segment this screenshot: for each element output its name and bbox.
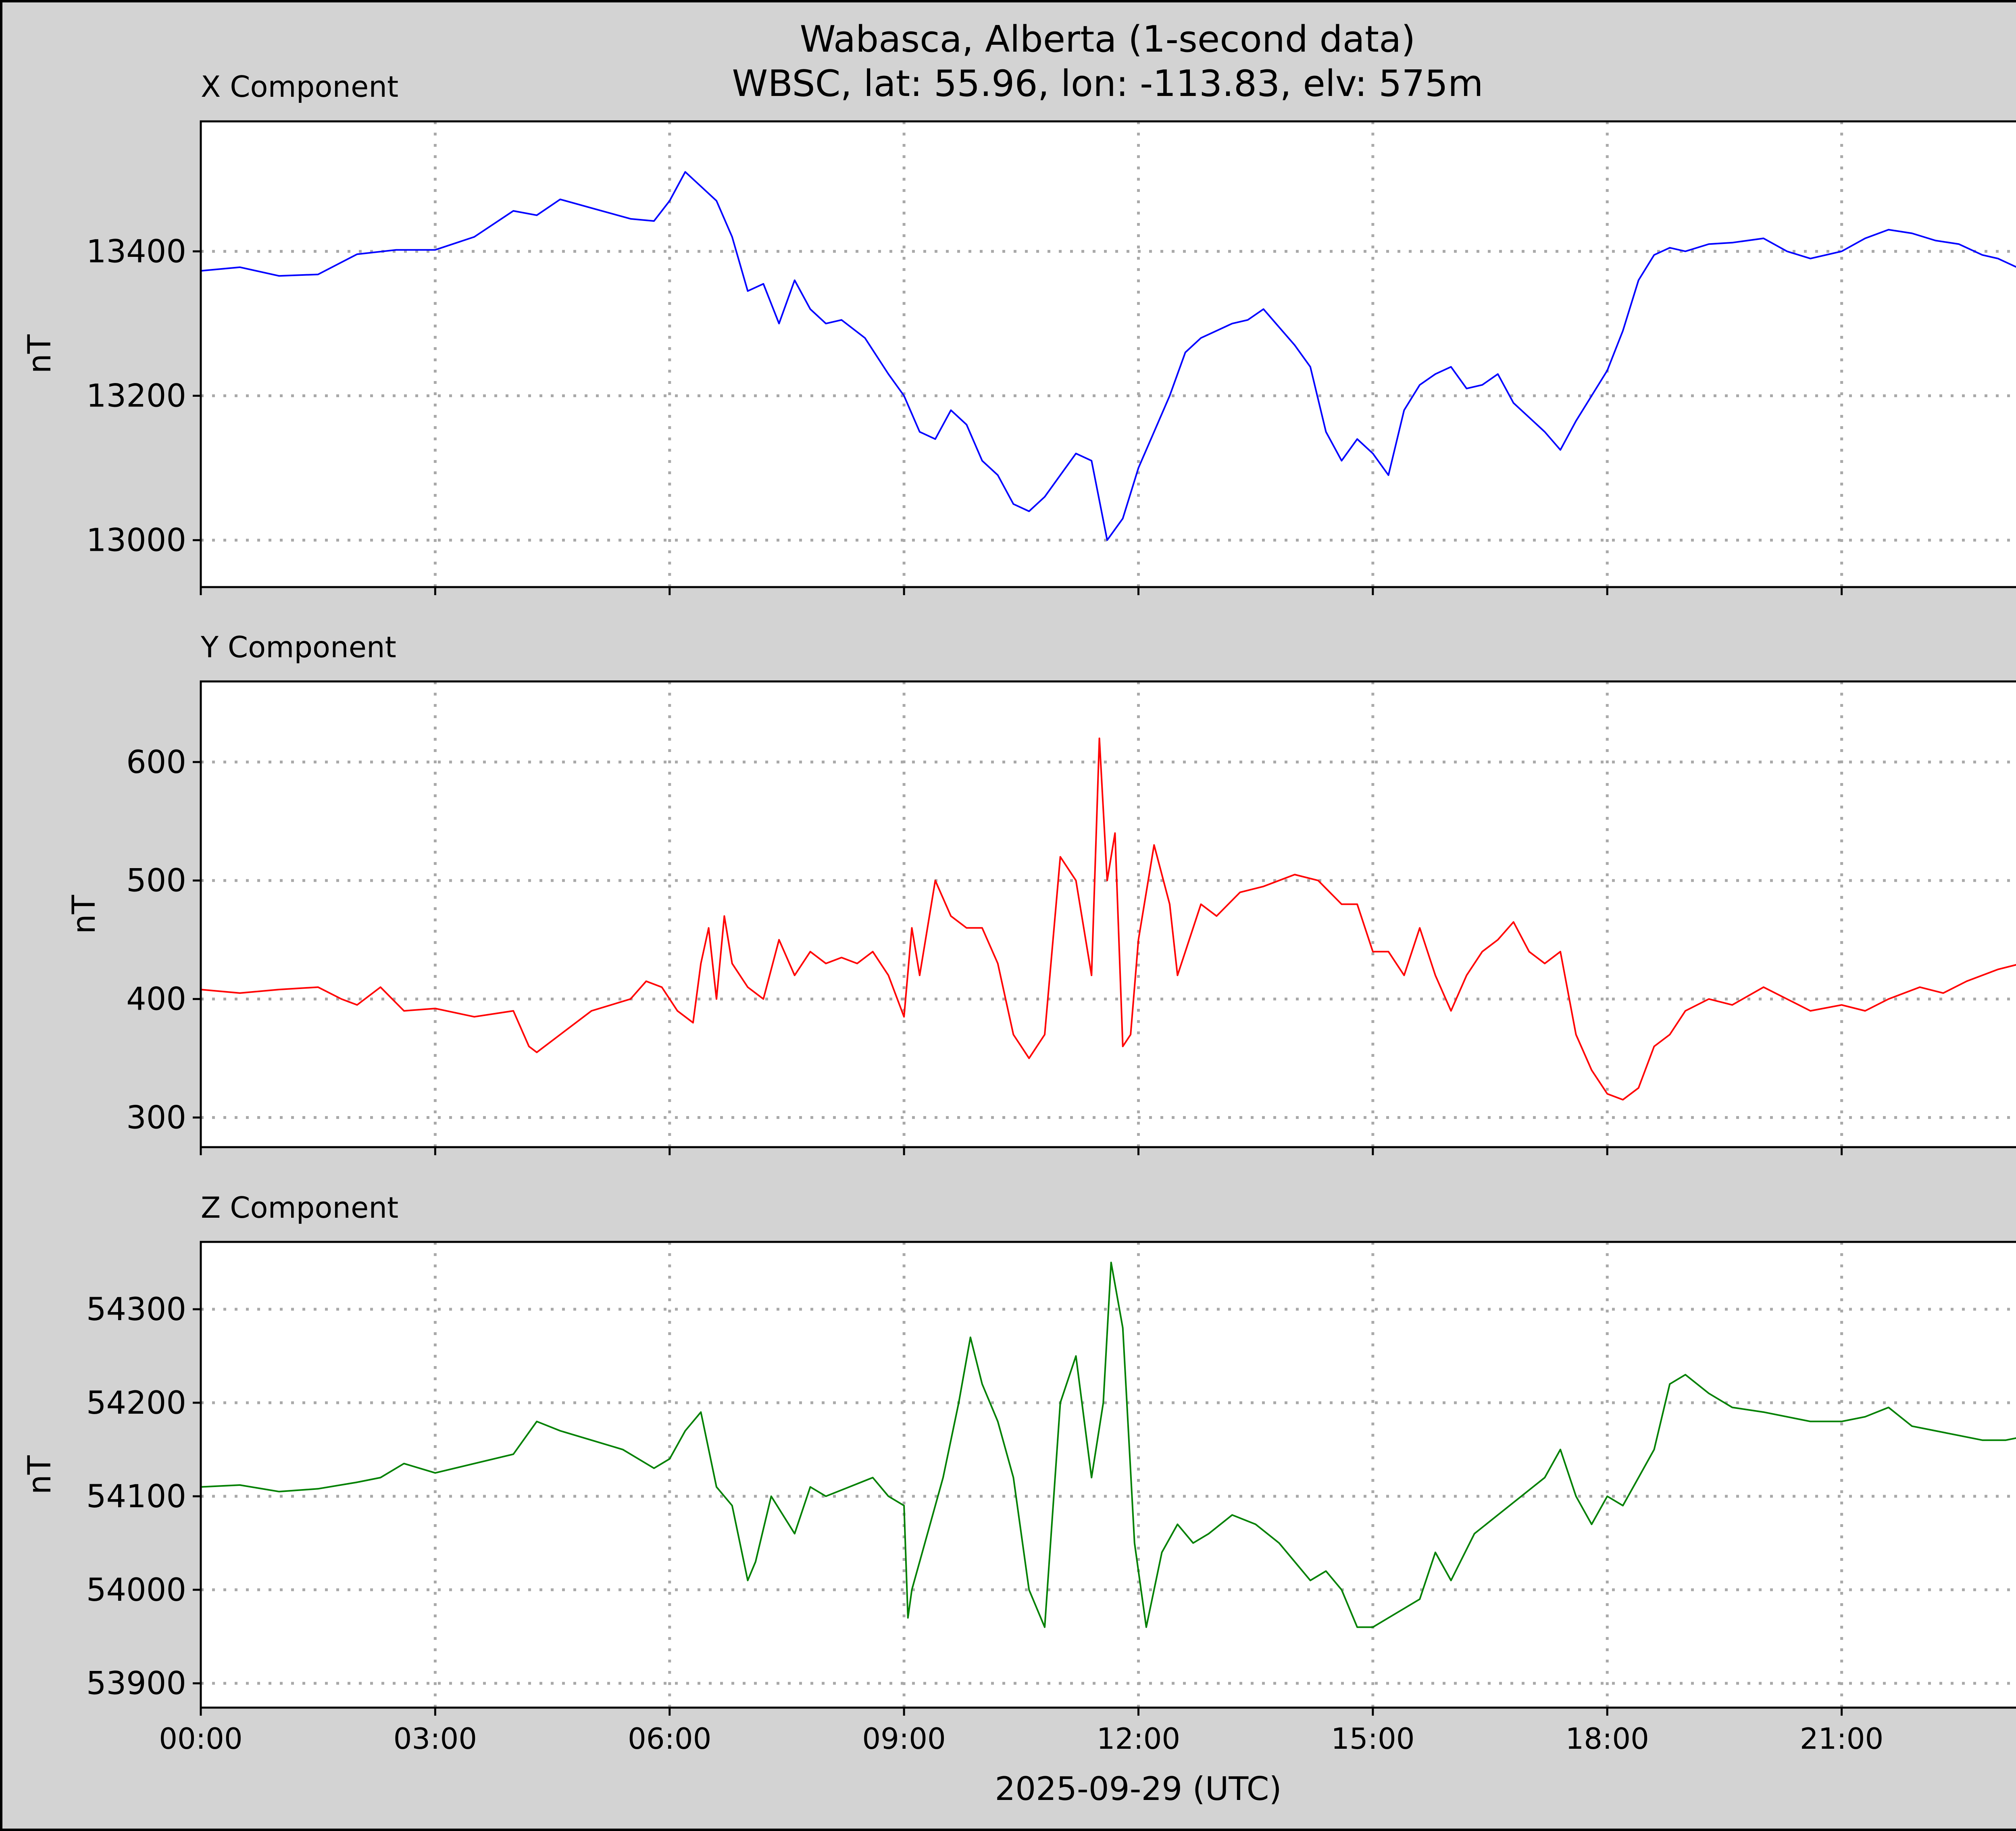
y-axis-label-y: nT	[66, 895, 102, 934]
panel-title-z: Z Component	[201, 1191, 398, 1225]
y-tick-label: 400	[126, 981, 186, 1018]
series-z	[200, 1262, 2016, 1628]
figure-title-line2: WBSC, lat: 55.96, lon: -113.83, elv: 575…	[732, 62, 1483, 105]
x-tick-label: 21:00	[1800, 1722, 1884, 1756]
x-axis-label: 2025-09-29 (UTC)	[995, 1770, 1281, 1808]
x-tick-label: 15:00	[1331, 1722, 1415, 1756]
y-ticks-z: 53900 54000 54100 54200 54300	[86, 1291, 201, 1702]
y-tick-label: 500	[126, 863, 186, 899]
x-tick-label: 00:00	[159, 1722, 243, 1756]
x-tick-label: 06:00	[628, 1722, 712, 1756]
z-component-panel: Z Component 53900 54000 54100 54200 54300 00…	[22, 1191, 2016, 1756]
x-tick-label: 18:00	[1566, 1722, 1649, 1756]
data-series-line	[200, 737, 2016, 1101]
y-tick-label: 600	[126, 744, 186, 781]
grid-y	[201, 681, 2016, 1147]
y-tick-label: 54200	[86, 1385, 186, 1421]
x-ticks-z	[200, 1708, 1843, 1716]
plot-area-y	[201, 681, 2016, 1147]
y-tick-label: 54100	[86, 1479, 186, 1515]
series-x	[200, 171, 2016, 541]
x-tick-label: 12:00	[1097, 1722, 1181, 1756]
grid-x	[201, 121, 2016, 587]
y-tick-label: 13000	[86, 523, 186, 559]
y-tick-label: 54000	[86, 1572, 186, 1608]
grid-z	[201, 1242, 2016, 1708]
panel-title-y: Y Component	[200, 630, 396, 664]
y-axis-label-z: nT	[22, 1455, 58, 1494]
x-tick-labels: 00:00 03:00 06:00 09:00 12:00 15:00 18:00 21:00	[159, 1722, 1883, 1756]
figure-title-line1: Wabasca, Alberta (1-second data)	[800, 18, 1416, 60]
plot-area-x	[201, 121, 2016, 587]
data-series-line	[200, 1262, 2016, 1628]
y-tick-label: 53900	[86, 1666, 186, 1702]
y-tick-label: 54300	[86, 1291, 186, 1328]
panel-title-x: X Component	[201, 70, 398, 104]
y-axis-label-x: nT	[22, 334, 58, 373]
x-component-panel: X Component 13000 13200 13400 nT	[22, 70, 2016, 595]
y-tick-label: 300	[126, 1100, 186, 1136]
x-tick-label: 03:00	[394, 1722, 477, 1756]
series-y	[200, 737, 2016, 1101]
x-ticks-x	[200, 587, 1843, 595]
y-ticks-x: 13000 13200 13400	[86, 233, 201, 559]
x-ticks-y	[200, 1147, 1843, 1155]
y-component-panel: Y Component 300 400 500 600 nT	[66, 630, 2016, 1155]
y-ticks-y: 300 400 500 600	[126, 744, 201, 1136]
data-series-line	[200, 171, 2016, 541]
y-tick-label: 13400	[86, 233, 186, 270]
x-tick-label: 09:00	[862, 1722, 946, 1756]
y-tick-label: 13200	[86, 378, 186, 414]
